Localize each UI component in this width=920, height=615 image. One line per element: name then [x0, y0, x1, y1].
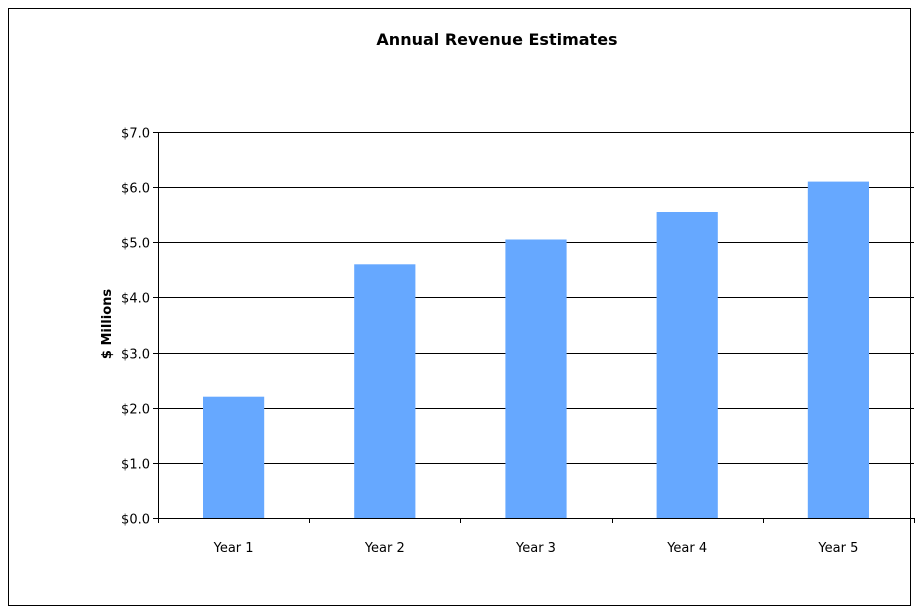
y-tick-label: $4.0	[121, 292, 150, 307]
bars	[203, 181, 869, 518]
y-tick-labels: $0.0 $1.0 $2.0 $3.0 $4.0 $5.0 $6.0 $7.0	[121, 127, 150, 528]
axes	[153, 132, 915, 523]
bar	[203, 396, 265, 518]
y-tick-label: $1.0	[121, 458, 150, 473]
y-tick-label: $0.0	[121, 513, 150, 528]
bar	[656, 212, 718, 518]
bar	[354, 264, 416, 518]
x-tick-label: Year 1	[213, 541, 254, 556]
chart-title: Annual Revenue Estimates	[376, 30, 617, 49]
bar	[807, 181, 869, 518]
y-tick-label: $5.0	[121, 237, 150, 252]
x-tick-labels: Year 1 Year 2 Year 3 Year 4 Year 5	[213, 541, 859, 556]
y-tick-label: $6.0	[121, 182, 150, 197]
x-tick-label: Year 2	[364, 541, 405, 556]
y-tick-label: $3.0	[121, 348, 150, 363]
y-axis-label: $ Millions	[100, 289, 115, 360]
x-tick-label: Year 3	[515, 541, 556, 556]
y-tick-label: $2.0	[121, 403, 150, 418]
x-tick-label: Year 5	[817, 541, 858, 556]
y-tick-label: $7.0	[121, 127, 150, 142]
x-tick-label: Year 4	[666, 541, 707, 556]
bar	[505, 239, 567, 518]
